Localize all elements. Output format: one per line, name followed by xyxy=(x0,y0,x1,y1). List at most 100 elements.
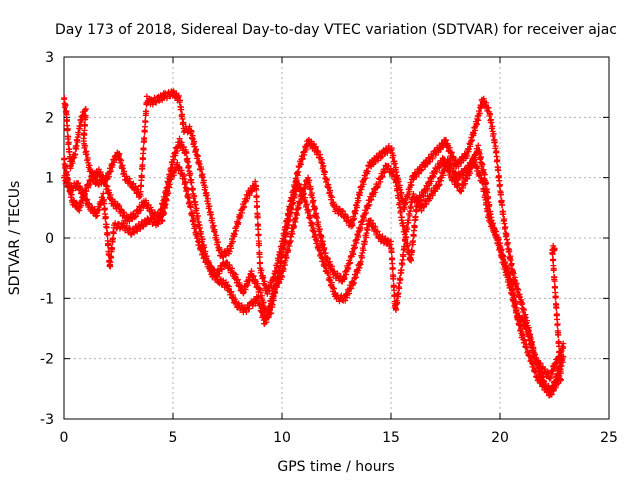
data-point-marker xyxy=(203,253,210,260)
data-point-marker xyxy=(255,294,262,301)
data-point-marker xyxy=(405,191,412,198)
data-point-marker xyxy=(408,182,415,189)
data-point-marker xyxy=(344,214,351,221)
data-point-marker xyxy=(102,214,109,221)
data-point-marker xyxy=(448,149,455,156)
data-point-marker xyxy=(72,151,79,158)
data-point-marker xyxy=(345,265,352,272)
data-point-marker xyxy=(362,175,369,182)
data-point-marker xyxy=(536,364,543,371)
data-point-marker xyxy=(184,159,191,166)
data-point-marker xyxy=(223,279,230,286)
data-point-marker xyxy=(497,191,504,198)
data-point-marker xyxy=(491,139,498,146)
data-point-marker xyxy=(318,249,325,256)
data-point-marker xyxy=(417,167,424,174)
data-point-marker xyxy=(174,159,181,166)
data-point-marker xyxy=(299,155,306,162)
data-point-marker xyxy=(139,156,146,163)
data-point-marker xyxy=(481,188,488,195)
data-point-marker xyxy=(560,353,567,360)
data-point-marker xyxy=(512,301,519,308)
data-point-marker xyxy=(192,201,199,208)
data-point-marker xyxy=(307,185,314,192)
data-point-marker xyxy=(404,225,411,232)
data-point-marker xyxy=(207,211,214,218)
data-point-marker xyxy=(237,212,244,219)
data-point-marker xyxy=(188,128,195,135)
data-point-marker xyxy=(101,200,108,207)
data-point-marker xyxy=(284,221,291,228)
data-point-marker xyxy=(253,193,260,200)
data-point-marker xyxy=(469,137,476,144)
data-point-marker xyxy=(413,173,420,180)
data-point-marker xyxy=(297,161,304,168)
data-point-marker xyxy=(143,197,150,204)
data-point-marker xyxy=(175,92,182,99)
data-point-marker xyxy=(347,259,354,266)
data-point-marker xyxy=(394,186,401,193)
data-point-marker xyxy=(143,108,150,115)
data-series xyxy=(61,88,567,399)
data-point-marker xyxy=(165,180,172,187)
data-point-marker xyxy=(390,152,397,159)
data-point-marker xyxy=(494,157,501,164)
data-point-marker xyxy=(285,247,292,254)
data-point-marker xyxy=(336,206,343,213)
data-point-marker xyxy=(109,245,116,252)
data-point-marker xyxy=(199,174,206,181)
data-point-marker xyxy=(325,270,332,277)
data-point-marker xyxy=(182,178,189,185)
data-point-marker xyxy=(418,207,425,214)
data-point-marker xyxy=(552,294,559,301)
data-point-marker xyxy=(188,179,195,186)
data-point-marker xyxy=(285,217,292,224)
data-point-marker xyxy=(107,259,114,266)
data-point-marker xyxy=(524,325,531,332)
data-point-marker xyxy=(532,351,539,358)
data-point-marker xyxy=(303,201,310,208)
data-point-marker xyxy=(241,204,248,211)
data-point-marker xyxy=(279,273,285,280)
data-point-marker xyxy=(362,238,369,245)
data-point-marker xyxy=(109,235,116,242)
data-point-marker xyxy=(120,220,127,227)
data-point-marker xyxy=(314,238,321,245)
data-point-marker xyxy=(404,242,411,249)
data-point-marker xyxy=(119,165,126,172)
data-point-marker xyxy=(412,213,419,220)
data-point-marker xyxy=(128,215,135,222)
data-point-marker xyxy=(476,150,483,157)
data-point-marker xyxy=(234,276,241,283)
data-point-marker xyxy=(327,187,334,194)
data-point-marker xyxy=(75,131,82,138)
data-point-marker xyxy=(309,221,316,228)
data-point-marker xyxy=(487,111,494,118)
data-point-marker xyxy=(476,110,483,117)
data-point-marker xyxy=(246,305,253,312)
data-point-marker xyxy=(210,222,217,229)
data-point-marker xyxy=(260,311,267,318)
data-point-marker xyxy=(495,236,502,243)
data-point-marker xyxy=(108,254,115,261)
data-point-marker xyxy=(257,259,264,266)
data-point-marker xyxy=(355,197,362,204)
data-point-marker xyxy=(443,136,450,143)
data-point-marker xyxy=(401,206,408,213)
data-point-marker xyxy=(558,363,565,370)
data-point-marker xyxy=(474,165,481,172)
data-point-marker xyxy=(395,290,402,297)
data-point-marker xyxy=(341,274,348,281)
data-point-marker xyxy=(291,191,298,198)
sdtvar-middle-trace xyxy=(61,142,567,395)
data-point-marker xyxy=(490,130,497,137)
data-point-marker xyxy=(355,233,362,240)
data-point-marker xyxy=(320,255,327,262)
data-point-marker xyxy=(493,148,500,155)
data-point-marker xyxy=(423,201,430,208)
data-point-marker xyxy=(357,258,364,265)
data-point-marker xyxy=(254,203,261,210)
data-point-marker xyxy=(272,290,279,297)
data-point-marker xyxy=(395,195,402,202)
y-tick-label: 3 xyxy=(45,50,54,66)
